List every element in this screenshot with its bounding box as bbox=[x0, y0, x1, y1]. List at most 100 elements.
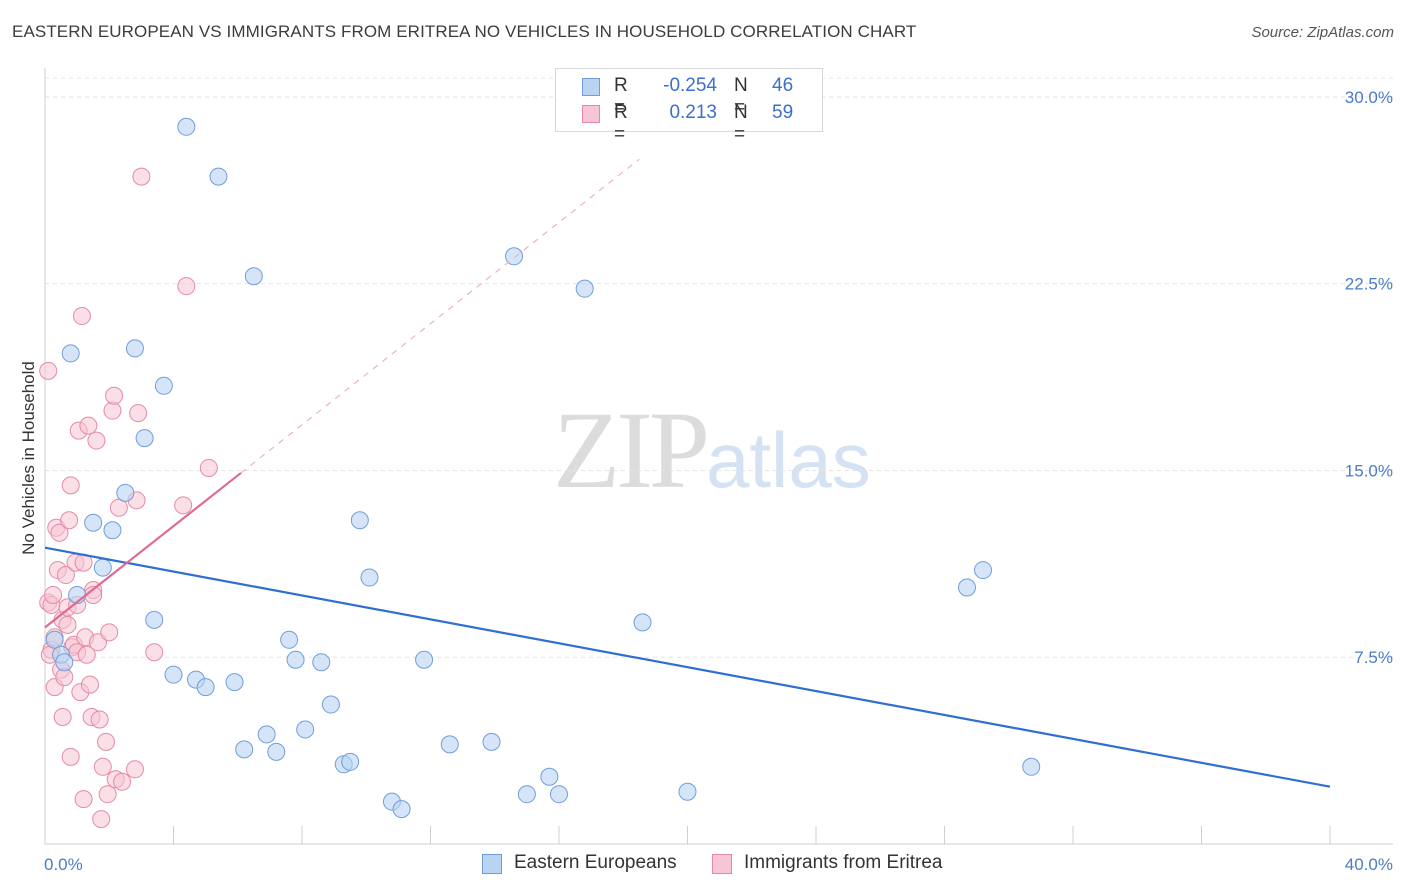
pink-swatch bbox=[712, 854, 732, 874]
eastern-european-point bbox=[678, 782, 697, 801]
axis-labels: 7.5% 15.0% 22.5% 30.0% 0.0% 40.0% No Vehicles … bbox=[19, 88, 1393, 874]
trend-lines bbox=[44, 158, 1331, 788]
eastern-european-points bbox=[45, 117, 1041, 819]
eritrea-point bbox=[129, 404, 148, 423]
eastern-european-point bbox=[154, 376, 173, 395]
eritrea-point bbox=[98, 785, 117, 804]
eastern-european-point bbox=[84, 513, 103, 532]
eritrea-point bbox=[100, 623, 119, 642]
eritrea-trend-line bbox=[44, 472, 242, 629]
r-value: -0.254 bbox=[663, 75, 717, 96]
eritrea-point bbox=[199, 458, 218, 477]
eritrea-point bbox=[89, 633, 108, 652]
eastern-european-point bbox=[103, 521, 122, 540]
eritrea-points bbox=[39, 167, 218, 829]
axes bbox=[44, 68, 1393, 845]
eastern-european-point bbox=[482, 732, 501, 751]
eastern-european-point bbox=[93, 558, 112, 577]
eastern-european-point bbox=[350, 511, 369, 530]
chart-title: EASTERN EUROPEAN VS IMMIGRANTS FROM ERIT… bbox=[12, 22, 917, 41]
eritrea-point bbox=[74, 790, 93, 809]
n-value: 46 bbox=[772, 75, 794, 96]
eastern-european-point bbox=[125, 339, 144, 358]
eastern-european-point bbox=[235, 740, 254, 759]
eritrea-point bbox=[113, 772, 132, 791]
eastern-european-point bbox=[415, 650, 434, 669]
r-label: R = bbox=[614, 102, 628, 145]
eritrea-point bbox=[50, 523, 69, 542]
eritrea-point bbox=[39, 361, 58, 380]
eritrea-point bbox=[145, 643, 164, 662]
eastern-european-point bbox=[360, 568, 379, 587]
eastern-european-point bbox=[341, 752, 360, 771]
y-axis-label: No Vehicles in Household bbox=[19, 361, 38, 555]
source-label: Source: ZipAtlas.com bbox=[1251, 24, 1394, 41]
grid-lines bbox=[45, 77, 1393, 658]
watermark-zip: ZIP bbox=[553, 389, 710, 511]
eritrea-point bbox=[61, 476, 80, 495]
eastern-european-point bbox=[517, 785, 536, 804]
stats-legend: R = -0.254 N = 46 R = 0.213 N = 59 bbox=[555, 68, 823, 145]
eastern-european-point bbox=[61, 344, 80, 363]
eastern-european-point bbox=[286, 650, 305, 669]
eastern-european-point bbox=[116, 483, 135, 502]
eritrea-point bbox=[56, 566, 75, 585]
eritrea-point bbox=[125, 760, 144, 779]
eastern-european-point bbox=[550, 785, 568, 804]
watermark: ZIPatlas bbox=[553, 395, 871, 515]
r-value: 0.213 bbox=[669, 102, 717, 123]
eritrea-point bbox=[103, 401, 122, 420]
legend-label: Immigrants from Eritrea bbox=[744, 852, 943, 873]
n-value: 59 bbox=[772, 102, 794, 123]
eastern-european-point bbox=[505, 247, 524, 266]
y-tick-label: 7.5% bbox=[1354, 648, 1393, 667]
n-label: N = bbox=[734, 102, 748, 145]
eastern-european-point bbox=[540, 767, 559, 786]
eastern-european-point bbox=[280, 630, 299, 649]
eritrea-point bbox=[72, 307, 91, 326]
eastern-european-point bbox=[145, 610, 164, 629]
x-tick-label: 0.0% bbox=[44, 855, 83, 874]
eritrea-point bbox=[105, 386, 124, 405]
eritrea-point bbox=[77, 645, 96, 664]
eastern-european-point bbox=[575, 279, 594, 298]
eastern-european-point bbox=[440, 735, 459, 754]
eastern-european-point bbox=[957, 578, 976, 597]
n-label: N = bbox=[734, 75, 748, 118]
eastern-european-point bbox=[135, 429, 154, 448]
eastern-european-point bbox=[392, 800, 411, 819]
eastern-european-point bbox=[164, 665, 183, 684]
eastern-european-point bbox=[225, 673, 244, 692]
blue-swatch bbox=[582, 78, 600, 96]
eritrea-point bbox=[53, 707, 72, 726]
eritrea-point bbox=[93, 757, 112, 776]
eastern-european-point bbox=[209, 167, 228, 186]
legend-label: Eastern Europeans bbox=[514, 852, 677, 873]
r-label: R = bbox=[614, 75, 628, 118]
pink-swatch bbox=[582, 105, 600, 123]
y-tick-label: 30.0% bbox=[1345, 88, 1393, 107]
eastern-european-point bbox=[55, 653, 74, 672]
eritrea-point bbox=[44, 585, 63, 604]
eastern-european-point bbox=[244, 267, 263, 286]
eritrea-point bbox=[109, 498, 128, 517]
eritrea-point bbox=[87, 431, 106, 450]
eritrea-point bbox=[79, 416, 98, 435]
eastern-european-point bbox=[1022, 757, 1041, 776]
y-tick-label: 22.5% bbox=[1345, 275, 1393, 294]
eastern-european-point bbox=[45, 630, 64, 649]
eastern-european-point bbox=[312, 653, 331, 672]
eritrea-point bbox=[132, 167, 151, 186]
eastern-european-point bbox=[321, 695, 340, 714]
eritrea-point bbox=[174, 496, 193, 515]
eritrea-point bbox=[177, 277, 196, 296]
eritrea-trend-extension bbox=[240, 158, 640, 474]
eastern-european-trend-line bbox=[44, 546, 1331, 788]
eritrea-point bbox=[58, 615, 77, 634]
eritrea-point bbox=[90, 710, 109, 729]
eritrea-point bbox=[60, 511, 79, 530]
eastern-european-point bbox=[633, 613, 652, 632]
eritrea-point bbox=[80, 675, 99, 694]
blue-swatch bbox=[482, 854, 502, 874]
